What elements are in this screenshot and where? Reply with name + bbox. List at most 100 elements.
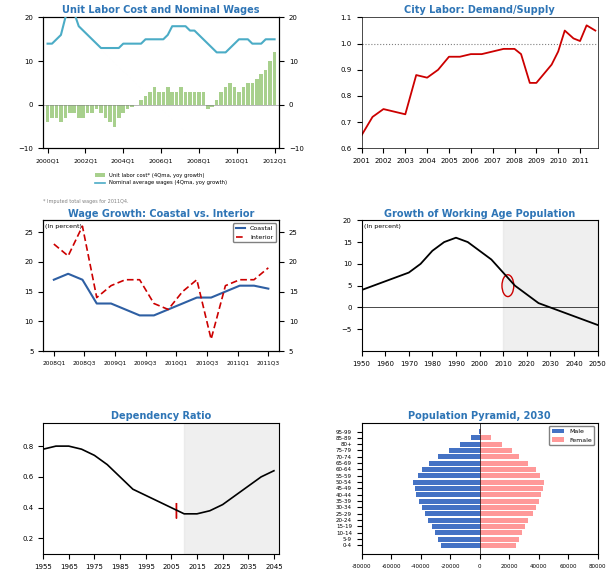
Bar: [480, 480, 545, 484]
Bar: [418, 473, 480, 478]
Bar: [144, 96, 147, 105]
Coastal: [193, 294, 201, 301]
Line: Coastal: Coastal: [54, 274, 269, 315]
Title: Growth of Working Age Population: Growth of Working Age Population: [384, 209, 575, 219]
Bar: [438, 536, 480, 542]
Bar: [480, 505, 535, 510]
Interior: [121, 276, 129, 283]
Bar: [460, 442, 480, 447]
Interior: [107, 282, 115, 289]
Interior: [50, 241, 57, 248]
Bar: [480, 467, 535, 472]
Bar: [224, 87, 227, 105]
Coastal: [65, 271, 72, 278]
Interior: [265, 264, 272, 271]
Bar: [269, 61, 272, 105]
Bar: [419, 498, 480, 504]
Bar: [166, 87, 169, 105]
Interior: [236, 276, 243, 283]
Bar: [131, 105, 134, 107]
Bar: [237, 92, 241, 105]
Bar: [416, 492, 480, 497]
Coastal: [150, 312, 158, 319]
Bar: [161, 92, 165, 105]
Bar: [425, 511, 480, 517]
Bar: [117, 105, 121, 118]
Bar: [46, 105, 49, 122]
Bar: [113, 105, 116, 127]
Coastal: [50, 276, 57, 283]
Bar: [63, 105, 67, 118]
Title: Unit Labor Cost and Nominal Wages: Unit Labor Cost and Nominal Wages: [62, 5, 260, 15]
Bar: [86, 105, 89, 114]
Bar: [175, 92, 179, 105]
Bar: [68, 105, 71, 114]
Bar: [157, 92, 161, 105]
Bar: [108, 105, 111, 122]
Bar: [273, 52, 277, 105]
Bar: [441, 543, 480, 548]
Bar: [219, 92, 223, 105]
Bar: [148, 92, 152, 105]
Bar: [246, 83, 249, 105]
Bar: [193, 92, 197, 105]
Coastal: [164, 306, 172, 313]
Interior: [136, 276, 144, 283]
Bar: [233, 87, 237, 105]
Coastal: [222, 288, 229, 295]
Bar: [503, 220, 598, 351]
Bar: [415, 486, 480, 491]
Bar: [103, 105, 107, 118]
Bar: [126, 105, 129, 109]
Coastal: [265, 285, 272, 292]
Bar: [480, 492, 541, 497]
Bar: [91, 105, 94, 114]
Bar: [59, 105, 63, 122]
Bar: [480, 448, 512, 453]
Bar: [153, 87, 156, 105]
Bar: [215, 100, 219, 105]
Coastal: [250, 282, 257, 289]
Bar: [428, 518, 480, 522]
Bar: [259, 74, 263, 105]
Interior: [222, 282, 229, 289]
Bar: [229, 83, 232, 105]
Interior: [79, 223, 86, 230]
Bar: [480, 461, 528, 466]
Bar: [211, 105, 214, 107]
Bar: [413, 480, 480, 484]
Line: Interior: Interior: [54, 226, 269, 339]
Interior: [150, 300, 158, 307]
Bar: [422, 505, 480, 510]
Bar: [139, 100, 143, 105]
Bar: [251, 83, 254, 105]
Interior: [208, 336, 215, 343]
Bar: [429, 461, 480, 466]
Bar: [264, 70, 267, 105]
Bar: [480, 530, 522, 535]
Bar: [99, 105, 103, 114]
Bar: [471, 436, 480, 440]
Title: Wage Growth: Coastal vs. Interior: Wage Growth: Coastal vs. Interior: [68, 209, 254, 219]
Bar: [55, 105, 59, 118]
Coastal: [208, 294, 215, 301]
Bar: [73, 105, 76, 114]
Coastal: [179, 300, 186, 307]
Bar: [121, 105, 125, 114]
Bar: [171, 92, 174, 105]
Bar: [480, 454, 519, 459]
Bar: [436, 530, 480, 535]
Bar: [422, 467, 480, 472]
Coastal: [121, 306, 129, 313]
Interior: [193, 276, 201, 283]
Interior: [65, 252, 72, 259]
Bar: [51, 105, 54, 118]
Text: (In percent): (In percent): [364, 224, 401, 229]
Bar: [241, 87, 245, 105]
Interior: [93, 294, 100, 301]
Bar: [77, 105, 81, 118]
Bar: [480, 524, 525, 529]
Coastal: [136, 312, 144, 319]
Title: City Labor: Demand/Supply: City Labor: Demand/Supply: [404, 5, 555, 15]
Coastal: [107, 300, 115, 307]
